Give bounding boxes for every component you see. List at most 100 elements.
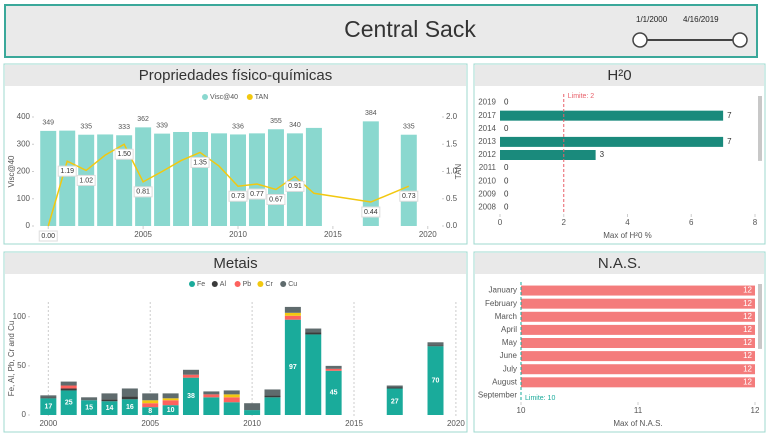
panel-header: [475, 253, 764, 274]
data-label: 25: [65, 400, 73, 407]
label-box: [190, 156, 210, 168]
data-label: 0: [504, 203, 509, 212]
slider-handle[interactable]: [632, 32, 648, 48]
bar: [267, 129, 284, 226]
bar-segment: [142, 403, 159, 408]
data-label: 362: [137, 116, 149, 123]
legend-marker: [280, 281, 287, 287]
bar: [521, 364, 755, 375]
bar-segment: [40, 397, 57, 399]
page-title: Central Sack: [344, 16, 476, 42]
bar-segment: [162, 398, 179, 401]
bar-segment: [182, 377, 199, 415]
data-label: 12: [743, 299, 752, 308]
y-tick-label: 50: [17, 361, 26, 370]
bar: [521, 351, 755, 362]
data-label: 1.35: [193, 159, 207, 166]
x-tick-label: 2005: [141, 419, 159, 428]
bar-segment: [203, 391, 220, 395]
label-box: [399, 190, 419, 202]
y-tick-label: 2019: [478, 98, 496, 107]
bar: [248, 133, 265, 226]
bar-segment: [162, 393, 179, 399]
bar-segment: [142, 393, 159, 401]
bar-segment: [203, 394, 220, 398]
data-label: 335: [403, 124, 415, 131]
data-label: 384: [365, 110, 377, 117]
data-label: 0: [504, 163, 509, 172]
data-label: 16: [126, 404, 134, 411]
data-label: 38: [187, 393, 195, 400]
bar-segment: [142, 400, 159, 404]
data-label: 336: [232, 123, 244, 130]
bar-segment: [121, 396, 138, 400]
bar-segment: [182, 374, 199, 378]
bar: [40, 130, 57, 226]
bar-segment: [60, 381, 77, 386]
x-tick-label: 0: [498, 218, 503, 227]
bar-segment: [101, 393, 118, 400]
y-tick-label: 2017: [478, 111, 496, 120]
x-tick-label: 2020: [419, 230, 437, 239]
bar: [97, 134, 114, 226]
bar-segment: [142, 407, 159, 415]
bar-segment: [305, 334, 322, 415]
x-tick-label: 2010: [229, 230, 247, 239]
panel-header: [5, 253, 466, 274]
y-tick-label: April: [501, 325, 517, 334]
data-label: 0.44: [364, 209, 378, 216]
data-label: 0.67: [269, 196, 283, 203]
data-label: 97: [289, 364, 297, 371]
bar: [154, 133, 171, 226]
x-tick-label: 8: [753, 218, 758, 227]
legend-label: Cu: [288, 281, 297, 288]
data-label: 27: [391, 399, 399, 406]
y-tick-label: 400: [17, 112, 31, 121]
data-label: 12: [743, 312, 752, 321]
x-tick-label: 10: [517, 406, 526, 415]
data-label: 0: [504, 98, 509, 107]
x-tick-label: 2020: [447, 419, 465, 428]
scrollbar: [758, 284, 762, 349]
y-tick-label: 300: [17, 139, 31, 148]
data-label: 0.91: [288, 183, 302, 190]
data-label: 17: [44, 403, 52, 410]
legend-label: Fe: [197, 281, 205, 288]
bar: [400, 134, 417, 226]
data-label: 70: [432, 377, 440, 384]
legend-label: Al: [220, 281, 227, 288]
bar-segment: [121, 388, 138, 397]
data-label: 12: [743, 377, 752, 386]
x-tick-label: 11: [634, 406, 643, 415]
slider-handle[interactable]: [732, 32, 748, 48]
label-box: [361, 206, 381, 218]
data-label: 349: [42, 120, 54, 127]
y-tick-label: 2009: [478, 189, 496, 198]
bar-segment: [223, 402, 240, 415]
axis-label: Fe, Al, Pb, Cr and Cu: [7, 321, 16, 397]
bar: [135, 127, 152, 226]
header-panel: [4, 4, 758, 58]
label-box: [247, 188, 267, 200]
bar-segment: [244, 403, 261, 411]
data-label: 12: [743, 286, 752, 295]
data-label: 12: [743, 351, 752, 360]
data-label: 45: [330, 390, 338, 397]
bar-segment: [325, 368, 342, 371]
label-box: [57, 165, 77, 177]
x-tick-label: 6: [689, 218, 694, 227]
y-tick-label: 2012: [478, 150, 496, 159]
x-tick-label: 2015: [324, 230, 342, 239]
data-label: 0: [504, 189, 509, 198]
data-label: 333: [118, 124, 130, 131]
bar: [173, 131, 190, 226]
axis-label: Visc@40: [7, 155, 16, 188]
axis-label: TAN: [454, 164, 463, 180]
bar: [521, 338, 755, 348]
y-tick-label: 200: [17, 167, 31, 176]
bar-segment: [264, 397, 281, 415]
bar-segment: [264, 395, 281, 398]
bar: [521, 298, 755, 309]
bar: [59, 130, 76, 226]
